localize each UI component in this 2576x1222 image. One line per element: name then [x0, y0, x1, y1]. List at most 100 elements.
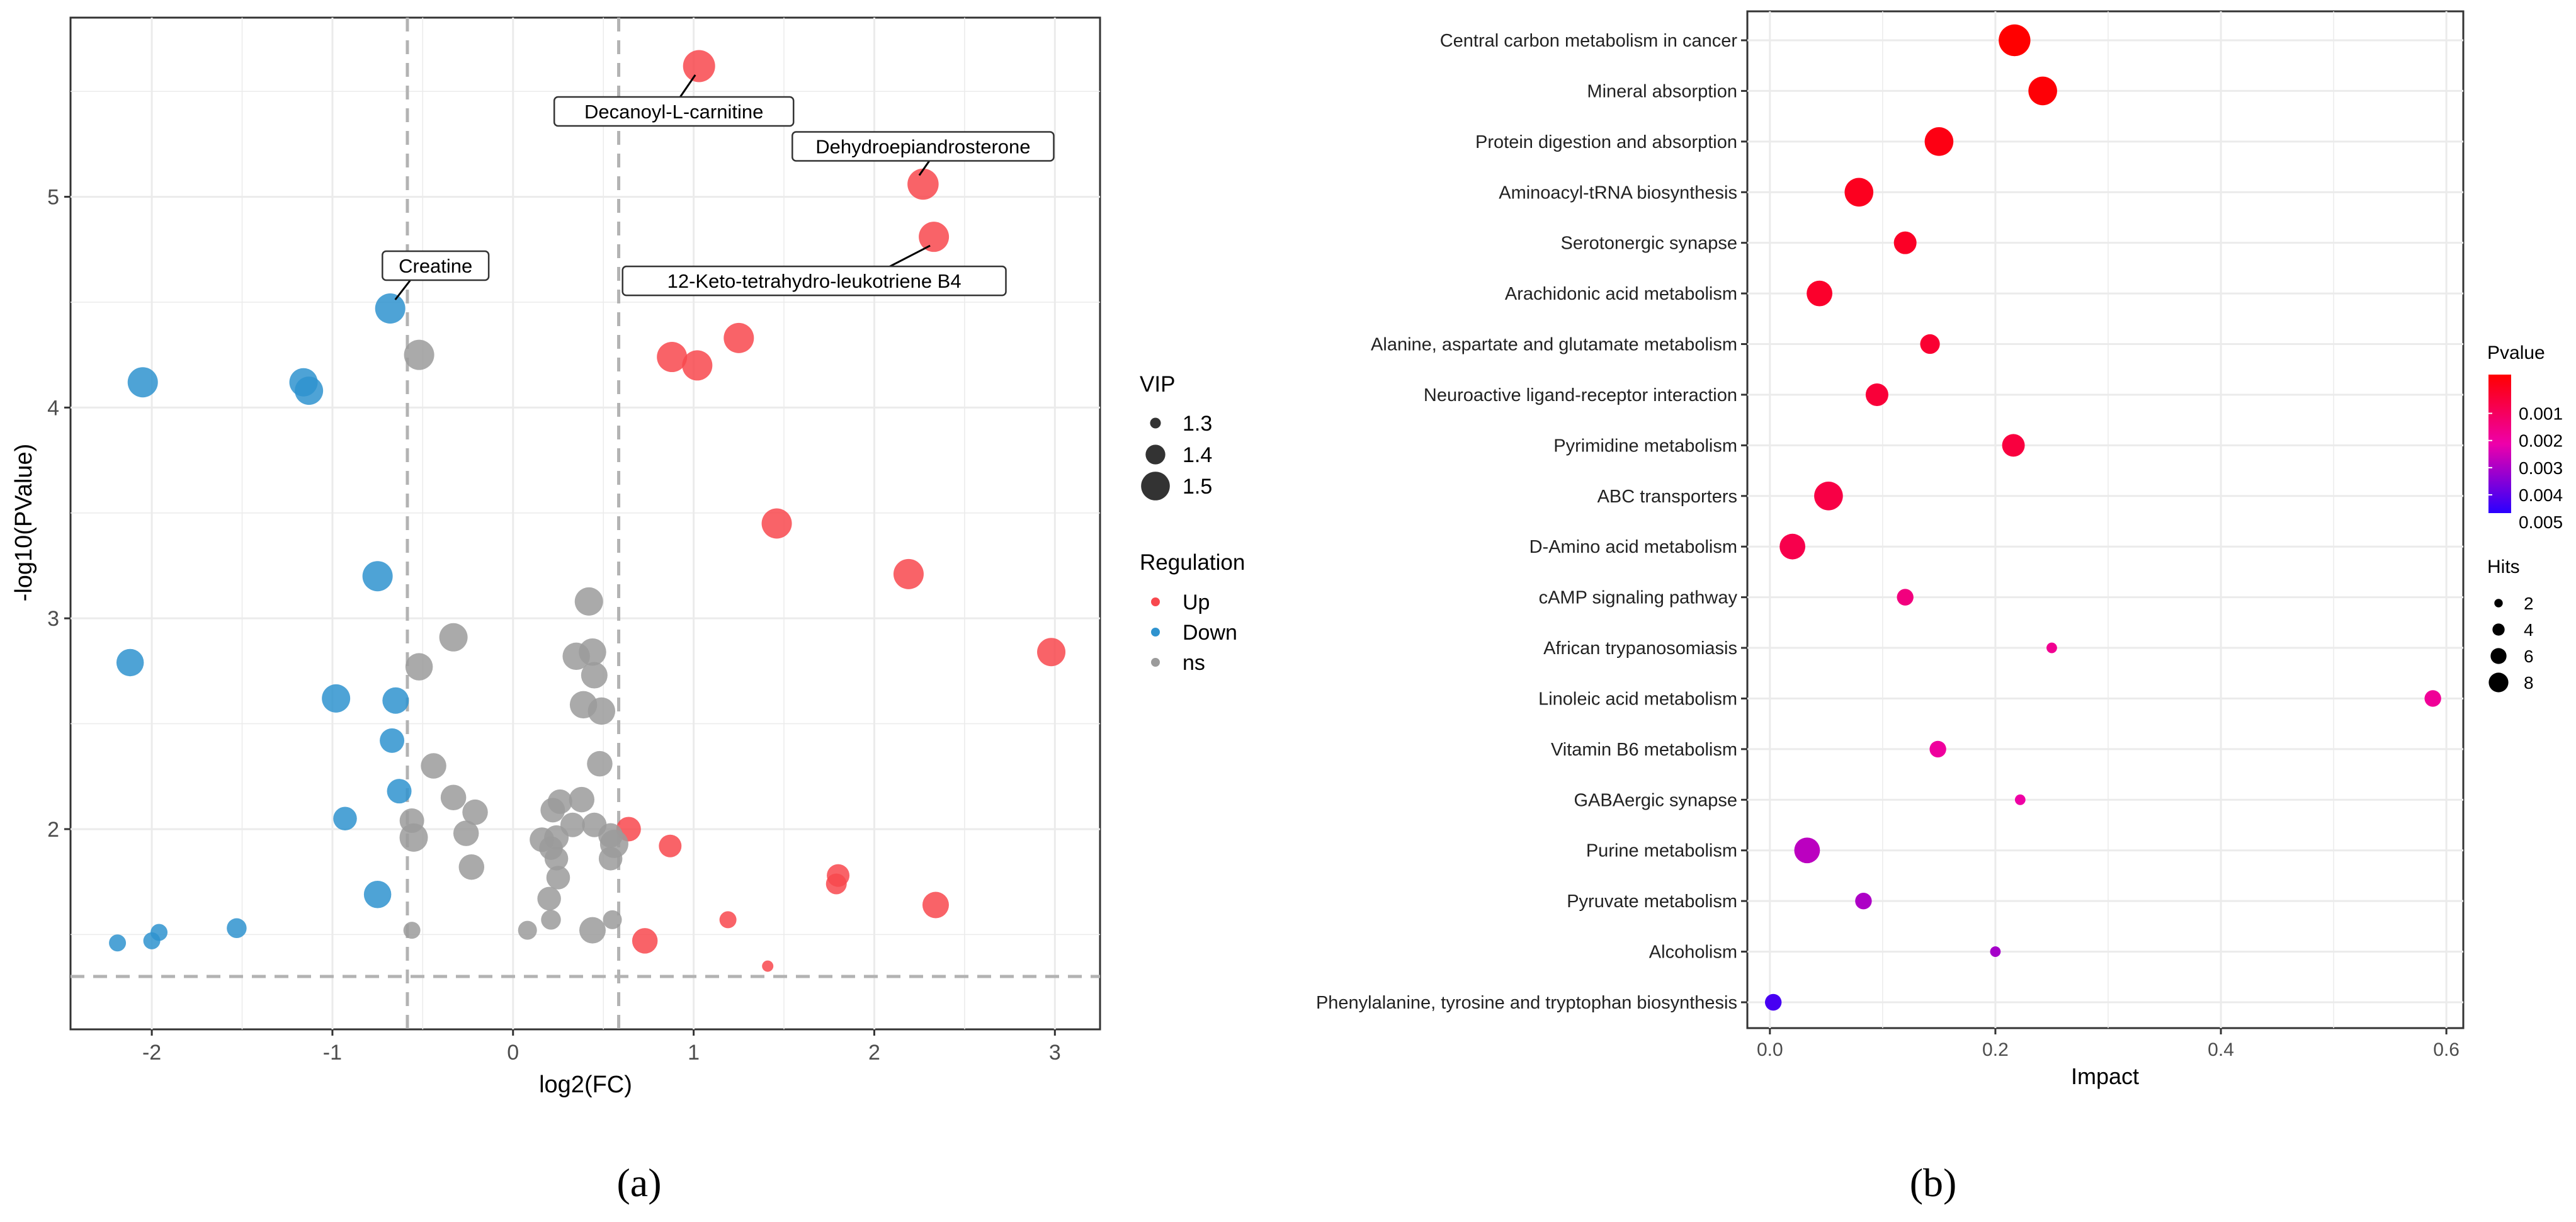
point-down — [362, 561, 393, 592]
vip-legend-title: VIP — [1140, 372, 1175, 397]
hits-legend-label: 8 — [2524, 673, 2534, 693]
point-down — [387, 779, 412, 804]
point-ns — [546, 866, 570, 890]
hits-legend-label: 6 — [2524, 647, 2534, 666]
pathway-label: Arachidonic acid metabolism — [1505, 284, 1737, 304]
vip-legend-items: 1.3 1.4 1.5 — [1141, 412, 1212, 501]
point-ns — [518, 920, 537, 940]
pathway-point — [1844, 178, 1874, 207]
point-down — [143, 932, 161, 949]
point-up — [723, 322, 754, 353]
volcano-plot-area — [69, 16, 1101, 1031]
impact-tick-label: 0.4 — [2208, 1039, 2234, 1060]
pathway-label: Purine metabolism — [1586, 841, 1737, 861]
hits-legend-marker — [2494, 599, 2503, 608]
point-ns — [544, 847, 569, 871]
point-ns — [458, 854, 485, 880]
annotation-label: Creatine — [399, 255, 472, 277]
pathway-label: Neuroactive ligand-receptor interaction — [1424, 385, 1737, 405]
pathway-point — [2002, 434, 2025, 457]
regulation-legend-label: Down — [1183, 621, 1237, 645]
point-up — [919, 222, 950, 252]
vip-legend-label: 1.3 — [1183, 412, 1212, 436]
pvalue-legend-items: 0.001 0.002 0.003 0.004 0.005 — [2488, 404, 2563, 532]
y-tick-label: 2 — [47, 818, 59, 842]
y-tick-label: 4 — [47, 396, 59, 420]
annotation-leader-line — [679, 74, 696, 98]
point-ns — [405, 653, 433, 681]
hits-legend-items: 2 4 6 8 — [2488, 594, 2534, 693]
vip-legend-label: 1.4 — [1183, 443, 1212, 467]
hits-legend-marker — [2492, 623, 2505, 636]
pathway-point — [1990, 946, 2001, 957]
point-ns — [598, 847, 623, 871]
point-up — [761, 508, 792, 539]
pathway-label: Alcoholism — [1649, 942, 1737, 963]
pathway-point — [1807, 280, 1832, 307]
point-ns — [587, 750, 613, 777]
volcano-axes: -2 -1 0 1 2 3 2 3 4 5 — [47, 186, 1061, 1065]
pathway-label: Serotonergic synapse — [1561, 234, 1738, 254]
annotation-label-box — [621, 265, 1007, 297]
pathway-point — [1924, 127, 1954, 156]
regulation-legend-marker — [1151, 628, 1160, 636]
pathway-point — [1929, 740, 1946, 758]
regulation-legend-label: ns — [1183, 651, 1205, 675]
point-ns — [421, 753, 446, 779]
point-up — [922, 891, 949, 919]
pathway-label: African trypanosomiasis — [1543, 638, 1737, 659]
volcano-x-axis-label: log2(FC) — [539, 1072, 632, 1098]
annotation-leader-line — [889, 244, 931, 268]
point-ns — [440, 784, 467, 810]
impact-tick-label: 0.6 — [2433, 1039, 2460, 1060]
pathway-label: Aminoacyl-tRNA biosynthesis — [1499, 183, 1737, 203]
point-up — [762, 960, 774, 972]
volcano-annotations: Decanoyl-L-carnitine Dehydroepiandrostero… — [382, 74, 1055, 300]
x-tick-label: 2 — [868, 1041, 880, 1065]
pathway-label: ABC transporters — [1597, 487, 1737, 507]
pathway-point — [2046, 642, 2057, 653]
regulation-legend: Regulation Up Down ns — [1140, 550, 1245, 675]
pathway-label: Pyruvate metabolism — [1567, 891, 1737, 912]
pathway-point — [1893, 231, 1917, 254]
hits-legend-label: 4 — [2524, 620, 2534, 640]
point-ns — [587, 697, 616, 725]
point-ns — [581, 662, 608, 689]
hits-legend-title: Hits — [2487, 557, 2520, 577]
x-tick-label: 0 — [507, 1041, 519, 1065]
pathway-label: Phenylalanine, tyrosine and tryptophan b… — [1316, 993, 1737, 1013]
pathway-label: cAMP signaling pathway — [1539, 588, 1738, 608]
annotation-label: Dehydroepiandrosterone — [815, 135, 1030, 157]
point-up — [632, 928, 658, 954]
pathway-point — [1855, 892, 1872, 910]
point-ns — [537, 886, 561, 911]
point-ns — [579, 917, 606, 944]
vip-legend: VIP 1.3 1.4 1.5 — [1140, 372, 1212, 501]
point-down — [127, 367, 158, 398]
regulation-legend-marker — [1151, 658, 1160, 667]
regulation-legend-title: Regulation — [1140, 550, 1245, 575]
impact-tick-label: 0.0 — [1757, 1039, 1783, 1060]
regulation-legend-items: Up Down ns — [1151, 591, 1237, 675]
regulation-legend-marker — [1151, 597, 1160, 606]
regulation-legend-label: Up — [1183, 591, 1210, 614]
point-ns — [562, 642, 590, 670]
vip-legend-marker — [1145, 444, 1166, 465]
point-up — [893, 558, 924, 589]
annotation-leader-line — [918, 160, 931, 176]
point-ns — [541, 910, 561, 930]
point-up — [683, 50, 715, 82]
point-up — [1037, 638, 1066, 667]
pvalue-legend-label: 0.004 — [2519, 485, 2563, 505]
pathway-point — [1897, 589, 1914, 606]
pathway-axes: 0.0 0.2 0.4 0.6 Central carbon metabolism in… — [1316, 31, 2460, 1060]
pvalue-legend-label: 0.005 — [2519, 512, 2563, 532]
hits-legend-marker — [2488, 672, 2509, 693]
annotation-label: Decanoyl-L-carnitine — [584, 101, 763, 123]
pvalue-legend-label: 0.001 — [2519, 404, 2563, 424]
volcano-plot: Decanoyl-L-carnitine Dehydroepiandrostero… — [11, 16, 1245, 1205]
pathway-point — [1920, 334, 1940, 354]
point-down — [363, 880, 392, 908]
volcano-points — [109, 50, 1066, 972]
